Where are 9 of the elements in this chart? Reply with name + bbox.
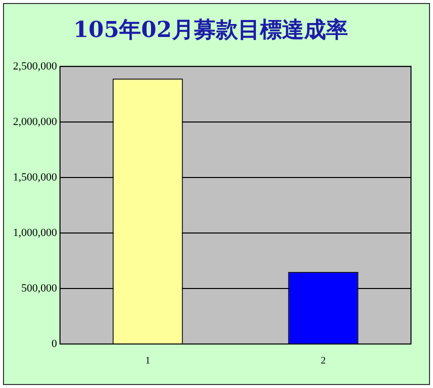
x-tick-label: 1	[145, 356, 150, 367]
y-tick-label: 1,500,000	[13, 171, 58, 184]
y-tick-label: 1,000,000	[13, 226, 58, 239]
y-tick-label: 2,000,000	[13, 116, 58, 128]
x-tick-label: 2	[320, 356, 326, 367]
chart-title: 105年02月募款目標達成率	[73, 16, 348, 43]
y-tick-label: 0	[52, 338, 58, 350]
y-tick-label: 500,000	[21, 282, 58, 294]
y-tick-label: 2,500,000	[13, 60, 58, 72]
